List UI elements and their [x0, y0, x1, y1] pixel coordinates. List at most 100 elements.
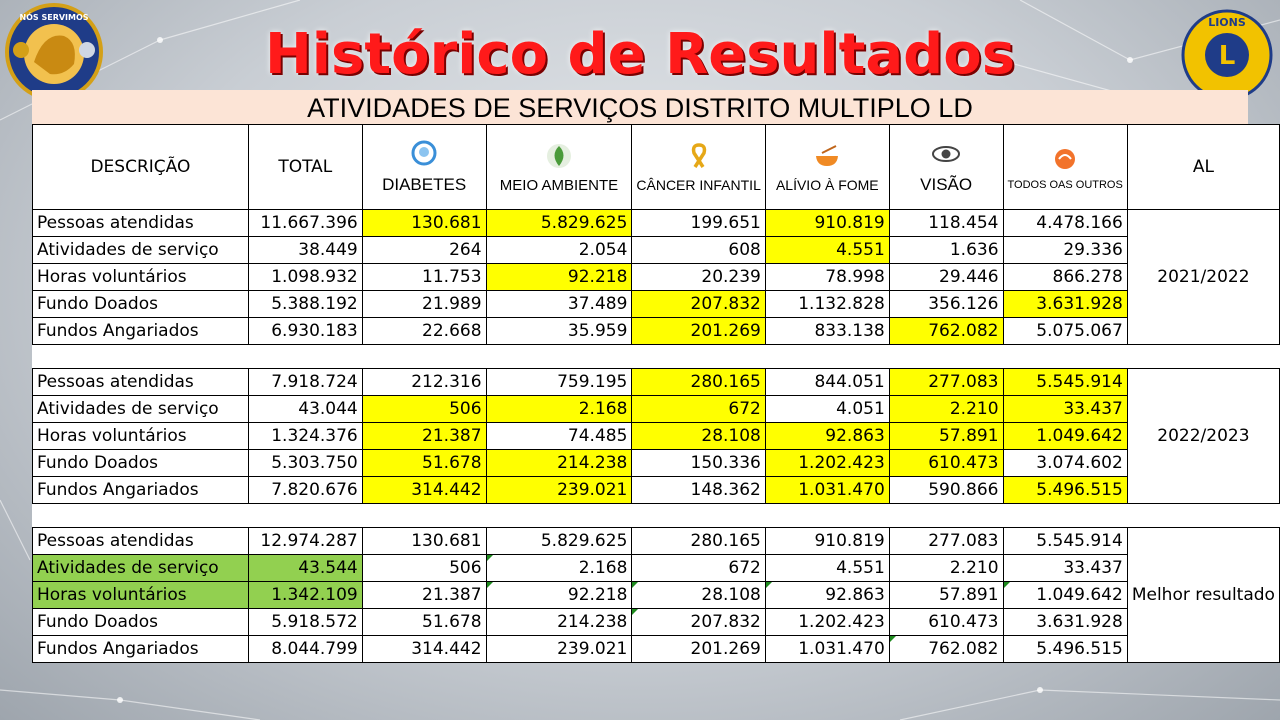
cell-cancer: 672: [631, 554, 766, 582]
year-label: 2022/2023: [1126, 368, 1280, 504]
table-row: Horas voluntários 1.098.932 11.753 92.218 20…: [32, 263, 1280, 291]
cell-diabetes: 22.668: [361, 317, 487, 345]
spacer-cell: [631, 503, 766, 528]
cell-cancer: 608: [631, 236, 766, 264]
header-row: DESCRIÇÃO TOTAL DIABETES MEIO AMBIENTE C…: [32, 124, 1280, 210]
cell-visao: 277.083: [888, 368, 1004, 396]
cell-cancer: 201.269: [631, 317, 766, 345]
table-row: Fundos Angariados 7.820.676 314.442 239.021…: [32, 476, 1280, 504]
cell-total: 1.098.932: [247, 263, 363, 291]
lions-nos-servimos-logo: NÓS SERVIMOS: [5, 3, 103, 101]
cell-meio-ambiente: 2.168: [485, 554, 633, 582]
cell-cancer: 28.108: [631, 581, 766, 609]
cell-outros: 5.545.914: [1002, 368, 1128, 396]
cell-visao: 610.473: [888, 449, 1004, 477]
cell-visao: 2.210: [888, 554, 1004, 582]
spacer-cell: [32, 344, 249, 369]
cell-meio-ambiente: 239.021: [485, 635, 633, 663]
table-row: Atividades de serviço 38.449 264 2.054 608 4.…: [32, 236, 1280, 264]
cell-outros: 33.437: [1002, 554, 1128, 582]
row-label: Horas voluntários: [32, 263, 249, 291]
cell-fome: 4.551: [764, 554, 890, 582]
cell-meio-ambiente: 239.021: [485, 476, 633, 504]
cell-visao: 1.636: [888, 236, 1004, 264]
cell-outros: 29.336: [1002, 236, 1128, 264]
header-diabetes: DIABETES: [361, 124, 487, 210]
cell-diabetes: 21.387: [361, 581, 487, 609]
cell-meio-ambiente: 37.489: [485, 290, 633, 318]
cell-cancer: 150.336: [631, 449, 766, 477]
cell-fome: 1.202.423: [764, 449, 890, 477]
year-label: 2021/2022: [1126, 209, 1280, 345]
spacer-cell: [889, 503, 1004, 528]
cell-cancer: 207.832: [631, 608, 766, 636]
cell-total: 5.388.192: [247, 290, 363, 318]
row-label: Pessoas atendidas: [32, 527, 249, 555]
cell-fome: 844.051: [764, 368, 890, 396]
cell-meio-ambiente: 2.054: [485, 236, 633, 264]
cell-cancer: 199.651: [631, 209, 766, 237]
table-row: Atividades de serviço 43.044 506 2.168 672 4.…: [32, 395, 1280, 423]
cell-total: 1.324.376: [247, 422, 363, 450]
row-label: Pessoas atendidas: [32, 209, 249, 237]
cell-diabetes: 130.681: [361, 527, 487, 555]
header-outros: TODOS OAS OUTROS: [1002, 124, 1128, 210]
row-label: Atividades de serviço: [32, 395, 249, 423]
spacer-cell: [1127, 503, 1280, 528]
spacer-cell: [765, 503, 890, 528]
cell-outros: 1.049.642: [1002, 581, 1128, 609]
cell-meio-ambiente: 35.959: [485, 317, 633, 345]
cell-total: 38.449: [247, 236, 363, 264]
spacer-cell: [486, 503, 632, 528]
leaf-icon: [546, 143, 571, 168]
cell-meio-ambiente: 214.238: [485, 449, 633, 477]
cell-outros: 3.074.602: [1002, 449, 1128, 477]
cell-outros: 866.278: [1002, 263, 1128, 291]
row-label: Atividades de serviço: [32, 554, 249, 582]
cell-total: 1.342.109: [247, 581, 363, 609]
header-visao-label: VISÃO: [920, 175, 973, 194]
row-label: Fundos Angariados: [32, 635, 249, 663]
header-visao: VISÃO: [888, 124, 1004, 210]
cell-fome: 910.819: [764, 527, 890, 555]
cell-meio-ambiente: 92.218: [485, 263, 633, 291]
cell-fome: 92.863: [764, 422, 890, 450]
cell-fome: 910.819: [764, 209, 890, 237]
cell-diabetes: 11.753: [361, 263, 487, 291]
header-fome-label: ALÍVIO À FOME: [775, 177, 879, 193]
header-meio-ambiente-label: MEIO AMBIENTE: [499, 176, 619, 194]
table-subtitle: ATIVIDADES DE SERVIÇOS DISTRITO MULTIPLO…: [32, 90, 1248, 124]
header-diabetes-label: DIABETES: [382, 175, 467, 194]
cell-total: 7.918.724: [247, 368, 363, 396]
cell-total: 5.303.750: [247, 449, 363, 477]
cell-visao: 57.891: [888, 581, 1004, 609]
cell-cancer: 148.362: [631, 476, 766, 504]
table-row: Fundo Doados 5.388.192 21.989 37.489 207.832…: [32, 290, 1280, 318]
table-row: Horas voluntários 1.324.376 21.387 74.485 28…: [32, 422, 1280, 450]
cell-visao: 590.866: [888, 476, 1004, 504]
table-row: Atividades de serviço 43.544 506 2.168 672 4.…: [32, 554, 1280, 582]
row-label: Fundo Doados: [32, 608, 249, 636]
cell-visao: 2.210: [888, 395, 1004, 423]
diabetes-icon: [411, 140, 437, 166]
cell-diabetes: 264: [361, 236, 487, 264]
cell-outros: 4.478.166: [1002, 209, 1128, 237]
cell-fome: 4.551: [764, 236, 890, 264]
cell-cancer: 28.108: [631, 422, 766, 450]
cell-cancer: 280.165: [631, 527, 766, 555]
cell-meio-ambiente: 92.218: [485, 581, 633, 609]
cell-total: 5.918.572: [247, 608, 363, 636]
header-outros-label: TODOS OAS OUTROS: [1007, 179, 1123, 191]
table-row: Fundo Doados 5.303.750 51.678 214.238 150.33…: [32, 449, 1280, 477]
spacer-cell: [248, 344, 363, 369]
spacer-cell: [1127, 344, 1280, 369]
spacer-cell: [248, 503, 363, 528]
cell-outros: 5.496.515: [1002, 476, 1128, 504]
header-fome: ALÍVIO À FOME: [764, 124, 890, 210]
spacer-cell: [486, 344, 632, 369]
table-row: Fundos Angariados 6.930.183 22.668 35.959 20…: [32, 317, 1280, 345]
cell-total: 7.820.676: [247, 476, 363, 504]
table-row: Pessoas atendidas 11.667.396 130.681 5.829.…: [32, 209, 1280, 345]
cell-cancer: 207.832: [631, 290, 766, 318]
cell-diabetes: 506: [361, 554, 487, 582]
